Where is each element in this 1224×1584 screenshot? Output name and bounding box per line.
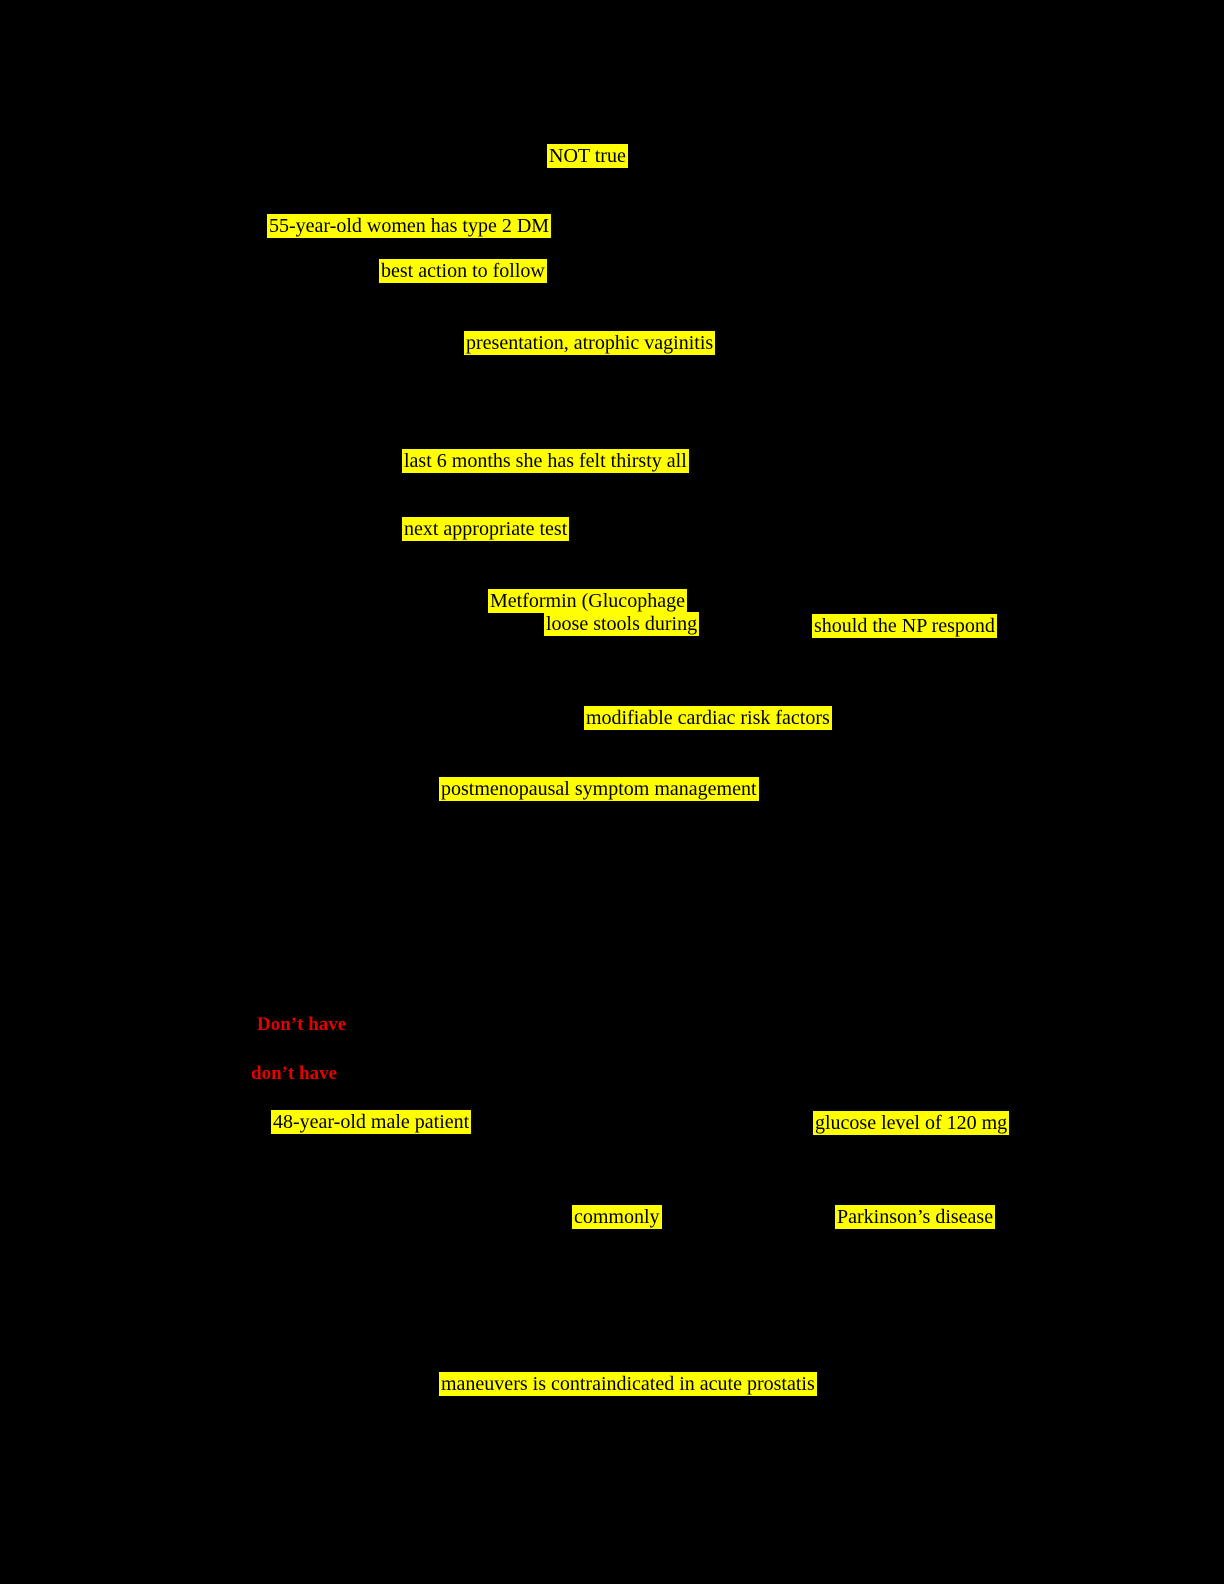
highlight-next-appropriate-test: next appropriate test bbox=[402, 517, 570, 541]
highlight-48-year-old-male: 48-year-old male patient bbox=[271, 1110, 472, 1134]
highlight-not-true: NOT true bbox=[547, 144, 628, 168]
highlight-best-action: best action to follow bbox=[379, 259, 547, 283]
highlight-cardiac-risk-factors: modifiable cardiac risk factors bbox=[584, 706, 832, 730]
red-note-dont-have-2: don’t have bbox=[251, 1063, 338, 1084]
highlight-metformin-glucophage: Metformin (Glucophage bbox=[488, 589, 687, 613]
highlight-thirsty-6-months: last 6 months she has felt thirsty all bbox=[402, 449, 689, 473]
highlight-postmenopausal-management: postmenopausal symptom management bbox=[439, 777, 759, 801]
highlight-parkinsons-disease: Parkinson’s disease bbox=[835, 1205, 996, 1229]
highlight-acute-prostatis: maneuvers is contraindicated in acute pr… bbox=[439, 1372, 817, 1396]
highlight-loose-stools: loose stools during bbox=[544, 612, 700, 636]
highlight-55-year-old-woman: 55-year-old women has type 2 DM bbox=[267, 214, 552, 238]
highlight-commonly: commonly bbox=[572, 1205, 662, 1229]
highlight-glucose-120: glucose level of 120 mg bbox=[813, 1111, 1010, 1135]
highlight-np-respond: should the NP respond bbox=[812, 614, 997, 638]
red-note-dont-have-1: Don’t have bbox=[257, 1014, 347, 1035]
highlight-atrophic-vaginitis: presentation, atrophic vaginitis bbox=[464, 331, 716, 355]
